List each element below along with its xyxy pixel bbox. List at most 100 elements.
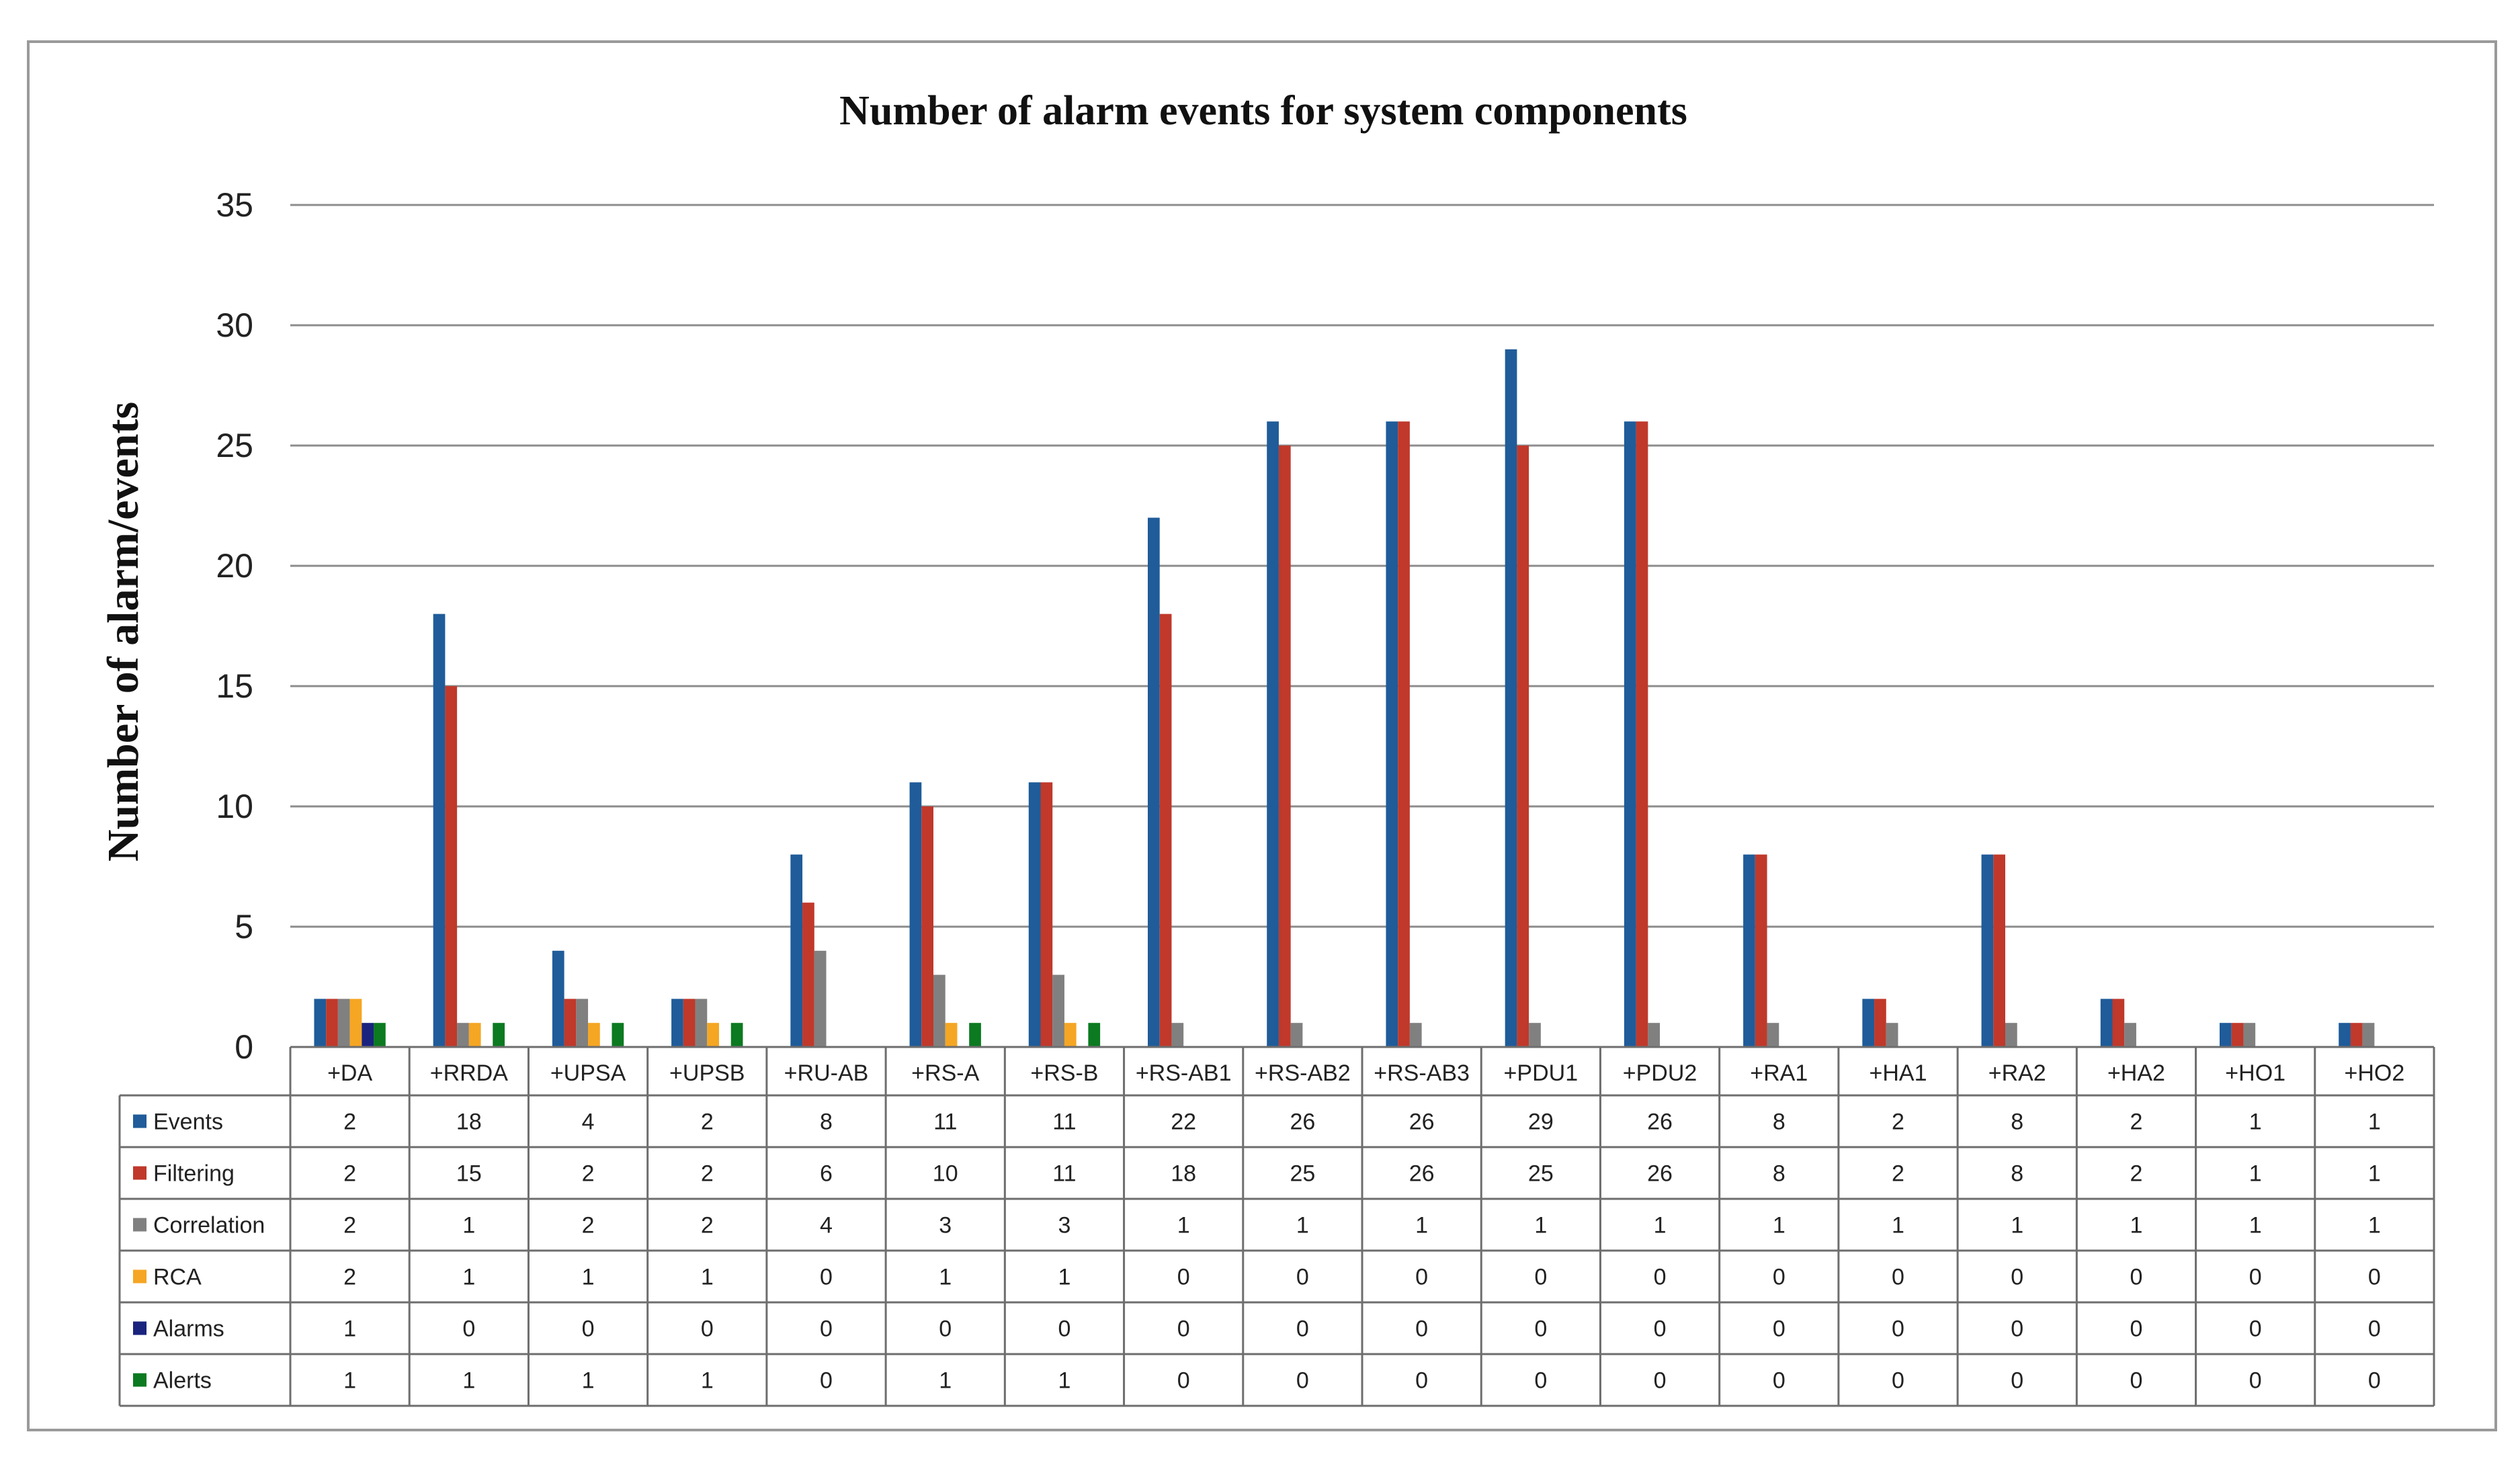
table-cell-value: 0 xyxy=(820,1368,833,1394)
legend-label: Correlation xyxy=(153,1213,265,1239)
table-cell-value: 11 xyxy=(933,1109,957,1135)
legend-swatch xyxy=(133,1166,146,1180)
table-cell-value: 0 xyxy=(1654,1316,1667,1342)
table-cell-value: 1 xyxy=(462,1265,475,1290)
table-cell-value: 3 xyxy=(939,1213,952,1239)
bar xyxy=(909,782,922,1047)
table-cell-value: 0 xyxy=(1177,1316,1190,1342)
category-label: +RS-B xyxy=(1030,1060,1098,1086)
table-cell-value: 2 xyxy=(701,1109,714,1135)
table-cell-value: 1 xyxy=(1296,1213,1309,1239)
table-cell-value: 26 xyxy=(1647,1109,1673,1135)
table-cell-value: 0 xyxy=(1773,1316,1786,1342)
category-label: +RS-AB2 xyxy=(1255,1060,1351,1086)
table-cell-value: 1 xyxy=(2011,1213,2023,1239)
table-cell-value: 2 xyxy=(582,1213,595,1239)
table-cell-value: 0 xyxy=(2130,1316,2142,1342)
bar xyxy=(612,1023,624,1047)
table-cell-value: 0 xyxy=(1415,1265,1428,1290)
table-cell-value: 1 xyxy=(1773,1213,1786,1239)
table-cell-value: 2 xyxy=(343,1161,356,1187)
table-cell-value: 0 xyxy=(1654,1265,1667,1290)
y-axis-label: Number of alarm/events xyxy=(99,402,148,862)
bar xyxy=(314,999,327,1047)
table-cell-value: 1 xyxy=(1534,1213,1547,1239)
table-cell-value: 0 xyxy=(2249,1316,2262,1342)
table-cell-value: 0 xyxy=(582,1316,595,1342)
table-cell-value: 22 xyxy=(1171,1109,1196,1135)
bar xyxy=(1767,1023,1779,1047)
table-cell-value: 2 xyxy=(582,1161,595,1187)
bars xyxy=(314,349,2375,1047)
data-table: +DA +RRDA +UPSA +UPSB +RU-AB +RS-A +RS-B +RS-AB… xyxy=(118,1046,2435,1407)
bar xyxy=(1267,421,1279,1047)
table-cell-value: 0 xyxy=(1534,1368,1547,1394)
bar xyxy=(2339,1023,2351,1047)
category-label: +HA1 xyxy=(1870,1060,1927,1086)
bar xyxy=(1159,614,1172,1047)
table-cell-value: 1 xyxy=(2249,1161,2262,1187)
bar xyxy=(2350,1023,2363,1047)
bar xyxy=(814,950,827,1047)
legend-label: RCA xyxy=(153,1265,202,1290)
bar xyxy=(802,903,814,1047)
y-tick-label: 25 xyxy=(216,427,253,464)
legend-swatch xyxy=(133,1269,146,1284)
table-cell-value: 0 xyxy=(1296,1316,1309,1342)
table-cell-value: 1 xyxy=(2249,1213,2262,1239)
table-cell-value: 1 xyxy=(462,1368,475,1394)
table-cell-value: 11 xyxy=(1052,1161,1076,1187)
y-tick-label: 5 xyxy=(235,908,253,946)
table-cell-value: 1 xyxy=(2368,1109,2381,1135)
bar xyxy=(1981,854,1994,1047)
category-label: +HA2 xyxy=(2107,1060,2165,1086)
table-cell-value: 2 xyxy=(1892,1109,1904,1135)
y-tick-label: 0 xyxy=(235,1028,253,1066)
category-label: +UPSA xyxy=(550,1060,626,1086)
legend-label: Events xyxy=(153,1109,223,1135)
bar xyxy=(1064,1023,1077,1047)
category-label: +RU-AB xyxy=(784,1060,869,1086)
y-tick-label: 30 xyxy=(216,306,253,344)
table-cell-value: 8 xyxy=(2011,1109,2023,1135)
table-cell-value: 11 xyxy=(1052,1109,1076,1135)
table-cell-value: 0 xyxy=(820,1316,833,1342)
bar xyxy=(445,686,458,1047)
table-cell-value: 0 xyxy=(462,1316,475,1342)
y-tick-label: 10 xyxy=(216,788,253,825)
table-cell-value: 1 xyxy=(462,1213,475,1239)
table-cell-value: 0 xyxy=(2130,1265,2142,1290)
y-tick-label: 35 xyxy=(216,186,253,224)
bar xyxy=(1636,421,1648,1047)
legend-swatch xyxy=(133,1114,146,1128)
category-label: +RS-A xyxy=(911,1060,979,1086)
table-cell-value: 8 xyxy=(2011,1161,2023,1187)
table-cell-value: 1 xyxy=(2368,1213,2381,1239)
table-cell-value: 15 xyxy=(456,1161,482,1187)
bar xyxy=(2112,999,2125,1047)
bar xyxy=(457,1023,469,1047)
table-cell-value: 2 xyxy=(701,1161,714,1187)
table-cell-value: 0 xyxy=(1892,1368,1904,1394)
table-cell-value: 1 xyxy=(1892,1213,1904,1239)
table-cell-value: 0 xyxy=(2011,1265,2023,1290)
table-cell-value: 1 xyxy=(701,1368,714,1394)
table-cell-value: 1 xyxy=(2368,1161,2381,1187)
table-cell-value: 6 xyxy=(820,1161,833,1187)
table-cell-value: 0 xyxy=(2011,1316,2023,1342)
table-cell-value: 1 xyxy=(582,1368,595,1394)
table-cell-value: 0 xyxy=(2368,1316,2381,1342)
bar xyxy=(349,999,362,1047)
bar xyxy=(1409,1023,1422,1047)
table-cell-value: 0 xyxy=(1058,1316,1070,1342)
table-cell-value: 8 xyxy=(1773,1109,1786,1135)
table-cell-value: 25 xyxy=(1528,1161,1554,1187)
bar xyxy=(2243,1023,2256,1047)
bar xyxy=(337,999,350,1047)
table-cell-value: 26 xyxy=(1290,1109,1315,1135)
table-cell-value: 2 xyxy=(343,1265,356,1290)
bar xyxy=(671,999,683,1047)
bar xyxy=(1624,421,1636,1047)
bar xyxy=(730,1023,743,1047)
